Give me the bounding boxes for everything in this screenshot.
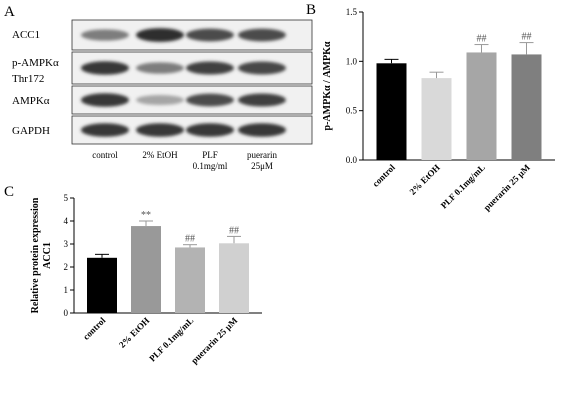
significance-label: ## xyxy=(229,225,239,236)
y-tick-label: 0.5 xyxy=(346,106,358,116)
blot-row-label: GAPDH xyxy=(12,125,50,137)
category-label: 2% EtOH xyxy=(117,315,151,349)
blot-band xyxy=(238,61,286,75)
blot-band xyxy=(186,93,234,107)
blot-band xyxy=(136,94,184,106)
chart-b: 0.0 0.5 1.0 1.5 p-AMPKα / AMPKα control 2% EtO… xyxy=(322,7,555,213)
blot-band xyxy=(186,61,234,75)
blot-band xyxy=(186,28,234,42)
chart-c: 0 1 2 3 4 5 Relative protein expression ACC1 con… xyxy=(30,193,262,366)
y-axis-label: Relative protein expression xyxy=(30,197,41,313)
significance-label: ## xyxy=(185,234,195,245)
panel-a-label: A xyxy=(4,4,15,20)
bar-2 xyxy=(466,52,497,160)
y-axis-label-2: ACC1 xyxy=(42,242,53,269)
bar-3 xyxy=(511,54,542,160)
category-label: PLF 0.1mg/mL xyxy=(147,315,195,363)
bar-2 xyxy=(175,247,205,313)
panel-b-label: B xyxy=(306,2,316,18)
y-axis-label: p-AMPKα / AMPKα xyxy=(322,41,333,130)
panel-b: B 0.0 0.5 1.0 1.5 p-AMPKα / AMPKα control 2% E… xyxy=(306,2,555,213)
blot-lane-label: control xyxy=(92,150,118,160)
blot-band xyxy=(136,123,184,137)
bar-0 xyxy=(376,63,407,160)
y-tick-label: 0.0 xyxy=(346,155,358,165)
blot-lane-label: 2% EtOH xyxy=(142,150,178,160)
blot-band xyxy=(81,123,129,137)
category-label: control xyxy=(371,162,398,189)
y-tick-label: 3 xyxy=(64,239,69,249)
significance-label: ## xyxy=(522,32,532,43)
bar-0 xyxy=(87,257,117,313)
category-label: puerarin 25 μM xyxy=(482,162,533,213)
blot-band xyxy=(81,93,129,107)
y-tick-label: 1.5 xyxy=(346,7,358,17)
blot-band xyxy=(238,123,286,137)
blot-band xyxy=(186,123,234,137)
blot-lane-label: PLF 0.1mg/ml xyxy=(193,150,228,171)
panel-c-label: C xyxy=(4,184,14,200)
significance-label: ## xyxy=(477,34,487,45)
blot-lane-labels: control 2% EtOH PLF 0.1mg/ml puerarin 25μM xyxy=(92,150,277,171)
bar-1 xyxy=(131,226,161,313)
significance-label: ** xyxy=(141,210,151,221)
panel-c: C 0 1 2 3 4 5 Relative protein expression ACC1 c… xyxy=(4,184,262,366)
y-tick-label: 5 xyxy=(64,193,69,203)
blot-band xyxy=(81,61,129,75)
y-tick-label: 4 xyxy=(64,216,69,226)
blot-row-labels: ACC1 p-AMPKα Thr172 AMPKα GAPDH xyxy=(12,29,59,137)
category-label: puerarin 25 μM xyxy=(189,315,240,366)
blot-row-label: AMPKα xyxy=(12,95,50,107)
blot-band xyxy=(136,28,184,42)
y-tick-label: 1.0 xyxy=(346,56,358,66)
bar-1 xyxy=(421,78,452,160)
blot-band xyxy=(81,29,129,41)
blot-row-label: p-AMPKα Thr172 xyxy=(12,57,59,85)
blot-band xyxy=(238,28,286,42)
category-label: 2% EtOH xyxy=(407,162,441,196)
category-label: PLF 0.1mg/mL xyxy=(439,162,487,210)
y-tick-label: 2 xyxy=(64,262,69,272)
panel-a: A ACC1 p-AMPKα Thr172 AMPKα GAPDH control 2% … xyxy=(4,4,313,171)
blot-lane-label: puerarin 25μM xyxy=(247,150,277,171)
bar-3 xyxy=(219,243,249,313)
y-tick-label: 0 xyxy=(64,308,69,318)
category-label: control xyxy=(81,315,108,342)
blot-band xyxy=(238,93,286,107)
western-blot xyxy=(71,19,313,145)
y-tick-label: 1 xyxy=(64,285,69,295)
blot-row-label: ACC1 xyxy=(12,29,40,41)
blot-band xyxy=(136,62,184,74)
